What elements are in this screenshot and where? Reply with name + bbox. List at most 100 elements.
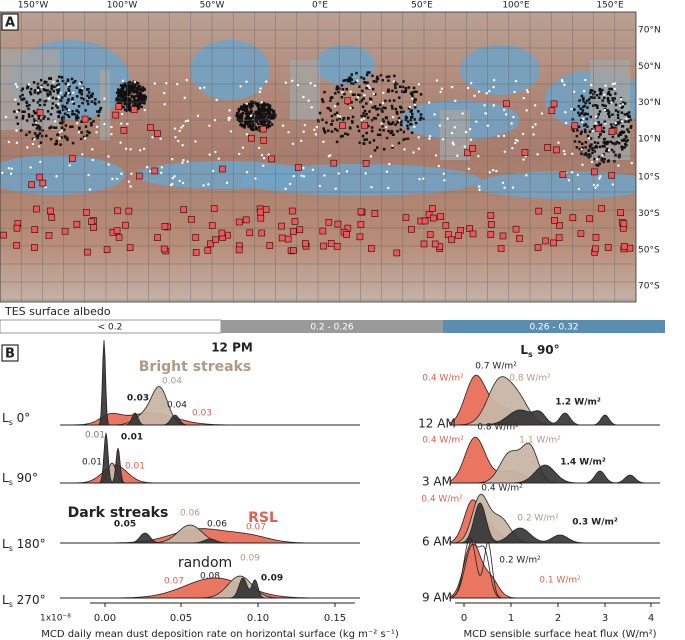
red-square bbox=[278, 222, 285, 230]
white-dot bbox=[526, 90, 530, 94]
white-dot bbox=[466, 86, 470, 90]
red-square bbox=[36, 173, 43, 181]
dark-pixel bbox=[607, 91, 611, 94]
white-dot bbox=[171, 176, 174, 180]
dark-pixel bbox=[75, 116, 78, 119]
red-square bbox=[512, 225, 520, 233]
dark-pixel bbox=[603, 145, 606, 148]
dark-pixel bbox=[376, 77, 380, 81]
dark-pixel bbox=[598, 87, 602, 91]
dark-pixel bbox=[330, 114, 334, 118]
red-square bbox=[429, 214, 437, 222]
dark-pixel bbox=[49, 93, 52, 96]
dark-pixel bbox=[48, 126, 51, 130]
dark-pixel bbox=[121, 105, 124, 109]
white-dot bbox=[469, 138, 473, 141]
white-dot bbox=[67, 109, 71, 112]
red-square bbox=[598, 205, 605, 212]
dark-pixel bbox=[92, 119, 95, 123]
dark-pixel bbox=[412, 100, 416, 103]
dark-pixel bbox=[586, 112, 589, 116]
white-dot bbox=[198, 86, 202, 90]
white-dot bbox=[451, 141, 454, 144]
dark-pixel bbox=[336, 85, 339, 88]
dark-pixel bbox=[239, 123, 242, 127]
dark-pixel bbox=[616, 121, 620, 124]
dark-pixel bbox=[46, 92, 49, 96]
dark-pixel bbox=[582, 100, 586, 103]
white-dot bbox=[512, 115, 515, 119]
red-square bbox=[551, 217, 558, 224]
dark-pixel bbox=[359, 76, 363, 79]
white-dot bbox=[577, 187, 581, 191]
dark-pixel bbox=[410, 92, 414, 96]
dark-pixel bbox=[72, 102, 76, 105]
dark-pixel bbox=[605, 149, 608, 153]
dark-pixel bbox=[391, 133, 395, 136]
dark-pixel bbox=[71, 110, 74, 113]
dark-pixel bbox=[339, 135, 343, 138]
white-dot bbox=[360, 118, 363, 122]
dark-pixel bbox=[402, 110, 405, 113]
dark-pixel bbox=[619, 131, 622, 134]
x-tick-label: 0.15 bbox=[324, 613, 346, 624]
red-square bbox=[114, 207, 121, 215]
dark-pixel bbox=[247, 114, 251, 117]
red-square bbox=[45, 232, 53, 239]
dark-pixel bbox=[86, 130, 89, 133]
dark-pixel bbox=[594, 146, 597, 149]
dark-pixel bbox=[266, 116, 269, 119]
dark-pixel bbox=[124, 92, 128, 95]
x-tick-label: 2 bbox=[555, 613, 561, 624]
dark-pixel bbox=[56, 110, 60, 114]
dark-pixel bbox=[260, 103, 263, 107]
white-dot bbox=[364, 172, 367, 175]
dark-pixel bbox=[414, 121, 418, 125]
dark-pixel bbox=[141, 89, 145, 92]
dark-pixel bbox=[406, 120, 410, 123]
dark-pixel bbox=[262, 116, 265, 120]
white-dot bbox=[300, 174, 303, 177]
red-square bbox=[147, 124, 154, 131]
dark-pixel bbox=[629, 124, 633, 128]
dark-pixel bbox=[33, 111, 37, 115]
dark-pixel bbox=[381, 79, 384, 82]
white-dot bbox=[173, 127, 177, 130]
dark-pixel bbox=[578, 147, 582, 151]
dark-pixel bbox=[70, 77, 74, 81]
white-dot bbox=[504, 113, 508, 116]
white-dot bbox=[238, 152, 241, 156]
dark-pixel bbox=[627, 119, 630, 123]
dark-pixel bbox=[77, 111, 80, 114]
dark-pixel bbox=[355, 71, 358, 75]
dark-pixel bbox=[410, 131, 414, 134]
dark-pixel bbox=[56, 88, 59, 92]
dark-pixel bbox=[618, 155, 621, 159]
white-dot bbox=[47, 97, 51, 100]
dark-pixel bbox=[21, 114, 25, 118]
white-dot bbox=[76, 122, 79, 125]
dark-pixel bbox=[602, 104, 606, 107]
albedo-patch bbox=[315, 45, 375, 85]
dark-pixel bbox=[376, 113, 380, 117]
white-dot bbox=[611, 183, 615, 186]
dark-pixel bbox=[614, 154, 617, 157]
dark-pixel bbox=[59, 143, 62, 146]
white-dot bbox=[10, 167, 13, 170]
dark-pixel bbox=[241, 124, 244, 128]
dark-pixel bbox=[609, 123, 613, 126]
white-dot bbox=[14, 98, 17, 101]
dark-pixel bbox=[67, 89, 71, 93]
white-dot bbox=[341, 91, 344, 94]
dark-pixel bbox=[28, 130, 31, 134]
dark-pixel bbox=[607, 100, 610, 103]
dark-pixel bbox=[404, 137, 407, 141]
dark-pixel bbox=[389, 131, 392, 135]
dark-pixel bbox=[136, 91, 139, 95]
dark-pixel bbox=[395, 90, 398, 94]
annotation: 0.4 W/m² bbox=[481, 484, 523, 494]
dark-pixel bbox=[73, 113, 76, 116]
white-dot bbox=[288, 182, 292, 186]
white-dot bbox=[380, 122, 383, 125]
white-dot bbox=[595, 158, 599, 161]
